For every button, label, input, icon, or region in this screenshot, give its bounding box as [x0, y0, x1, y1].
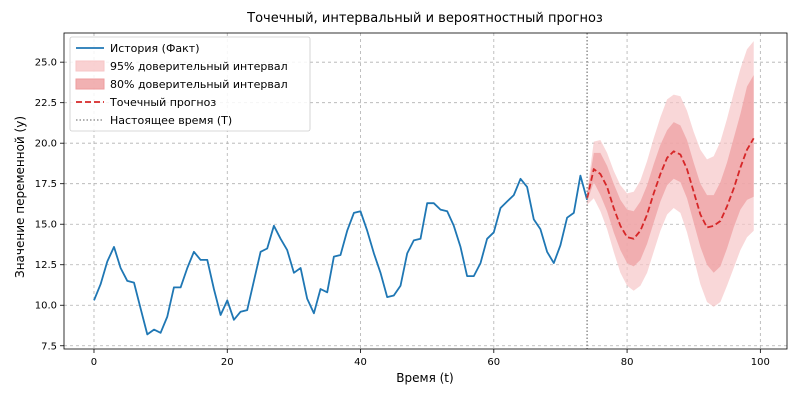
band-80 — [587, 75, 754, 273]
y-tick-label: 25.0 — [35, 58, 57, 69]
x-axis-label: Время (t) — [396, 371, 453, 385]
y-tick-label: 22.5 — [35, 98, 57, 109]
y-tick-label: 20.0 — [35, 139, 57, 150]
y-axis-label: Значение переменной (y) — [13, 116, 27, 278]
chart-title: Точечный, интервальный и вероятностный п… — [246, 11, 603, 26]
x-tick-label: 0 — [91, 357, 97, 368]
x-tick-label: 60 — [487, 357, 500, 368]
legend-present-time-label: Настоящее время (T) — [110, 114, 232, 127]
axes-frame — [63, 32, 788, 350]
y-tick-label: 17.5 — [35, 179, 57, 190]
x-axis-ticks: 0 20 40 60 80 100 — [91, 349, 770, 368]
history-line — [93, 174, 588, 336]
legend-band-80: 80% доверительный интервал — [75, 78, 288, 91]
legend-band-95: 95% доверительный интервал — [75, 60, 288, 73]
x-tick-label: 20 — [221, 357, 234, 368]
y-tick-label: 12.5 — [35, 260, 57, 271]
legend-forecast-label: Точечный прогноз — [109, 96, 216, 109]
legend-history-label: История (Факт) — [110, 42, 200, 55]
legend-band-80-swatch — [75, 78, 105, 90]
legend-present-time: Настоящее время (T) — [76, 114, 232, 127]
legend-history: История (Факт) — [76, 42, 200, 55]
y-tick-label: 7.5 — [41, 341, 57, 352]
x-tick-label: 100 — [751, 357, 770, 368]
y-tick-label: 10.0 — [35, 301, 57, 312]
x-tick-label: 80 — [621, 357, 634, 368]
legend-band-95-label: 95% доверительный интервал — [110, 60, 288, 73]
y-axis-ticks: 7.5 10.0 12.5 15.0 17.5 20.0 22.5 25.0 — [35, 58, 64, 352]
legend-forecast: Точечный прогноз — [76, 96, 216, 109]
y-tick-label: 15.0 — [35, 220, 57, 231]
forecast-line — [586, 137, 755, 240]
legend-band-95-swatch — [75, 60, 105, 72]
x-tick-label: 40 — [354, 357, 367, 368]
confidence-bands — [587, 41, 754, 307]
legend-band-80-label: 80% доверительный интервал — [110, 78, 288, 91]
series-lines — [93, 33, 755, 349]
legend: История (Факт) 95% доверительный интервал… — [69, 36, 311, 132]
legend-box — [69, 36, 311, 132]
